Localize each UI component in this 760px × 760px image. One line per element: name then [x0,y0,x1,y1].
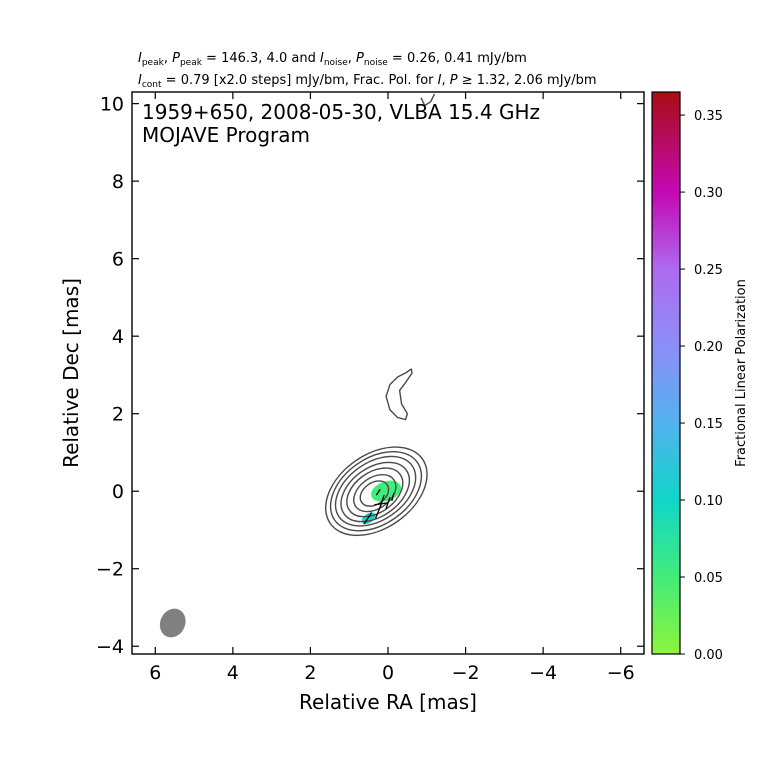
colorbar-ticks: 0.00 0.05 0.10 0.15 0.20 0.25 0.30 0.35 [680,109,723,663]
evpa-vector-3 [379,494,385,507]
x-tick-label: −6 [607,662,635,684]
plot-frame [131,91,645,655]
evpa-vector-7 [374,502,389,506]
y-axis-ticks: −4 −2 0 2 4 6 8 10 [96,94,644,658]
x-tick-label: 2 [304,662,316,684]
y-tick-label: 0 [112,481,124,503]
contour-level-2 [329,450,423,532]
colorbar [651,91,681,655]
x-tick-label: −4 [529,662,557,684]
colorbar-tick-label: 0.00 [694,648,723,663]
contour-level-1 [324,446,428,537]
colorbar-tick-label: 0.30 [694,186,723,201]
x-tick-label: 0 [382,662,394,684]
header-line-2: Icont = 0.79 [x2.0 steps] mJy/bm, Frac. … [138,73,597,90]
y-tick-label: 8 [112,171,124,193]
x-tick-label: 4 [227,662,239,684]
x-axis-ticks: 6 4 2 0 −2 −4 −6 [149,92,635,684]
y-tick-label: 10 [100,94,124,116]
contour-level-7 [359,480,390,507]
contour-level-5 [346,467,404,518]
plot-area [159,93,436,638]
contour-level-3 [334,455,417,527]
evpa-vector-2 [374,504,382,519]
evpa-vector-1 [363,512,373,525]
header-line-1: Ipeak, Ppeak = 146.3, 4.0 and Inoise, Pn… [138,51,527,68]
y-tick-label: 2 [112,404,124,426]
colorbar-tick-label: 0.05 [694,571,723,586]
colorbar-tick-label: 0.20 [694,340,723,355]
colorbar-tick-label: 0.35 [694,109,723,124]
y-tick-label: −4 [96,636,124,658]
y-tick-label: −2 [96,559,124,581]
contour-level-6 [353,474,397,513]
y-axis-label: Relative Dec [mas] [59,278,83,468]
colorbar-tick-label: 0.25 [694,263,723,278]
source-annotation: 1959+650, 2008-05-30, VLBA 15.4 GHz [142,100,540,124]
x-tick-label: −2 [452,662,480,684]
beam-ellipse [159,608,186,638]
contour-north-blob [385,368,413,421]
y-tick-label: 4 [112,326,124,348]
colorbar-tick-label: 0.10 [694,494,723,509]
x-axis-label: Relative RA [mas] [299,690,477,714]
x-tick-label: 6 [149,662,161,684]
contour-level-4 [340,461,411,523]
evpa-vector-5 [375,488,381,496]
contour-top-edge-fragment [420,93,436,107]
program-annotation: MOJAVE Program [142,123,310,147]
y-tick-label: 6 [112,249,124,271]
evpa-vector-6 [391,492,395,502]
colorbar-tick-label: 0.15 [694,417,723,432]
polarization-patch-1 [371,480,402,502]
colorbar-label: Fractional Linear Polarization [734,279,749,467]
